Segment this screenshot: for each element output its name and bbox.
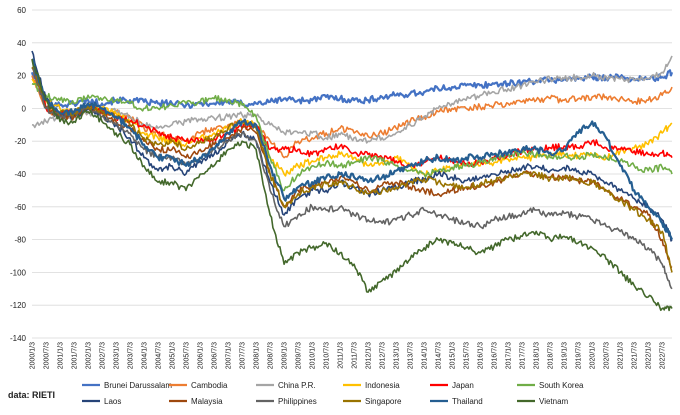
legend-label-6: Laos xyxy=(104,397,121,406)
legend-label-8: Philippines xyxy=(278,397,317,406)
y-tick-label: 60 xyxy=(17,6,26,15)
x-tick-label: 2006/7/3 xyxy=(212,342,219,369)
series-line-10 xyxy=(31,58,674,241)
x-tick-label: 2004/1/3 xyxy=(142,342,149,369)
x-tick-label: 2014/1/3 xyxy=(422,342,429,369)
legend-label-2: China P.R. xyxy=(278,381,316,390)
x-tick-label: 2009/7/3 xyxy=(296,342,303,369)
x-tick-label: 2017/7/3 xyxy=(520,342,527,369)
x-tick-label: 2017/1/3 xyxy=(506,342,513,369)
x-tick-label: 2011/1/3 xyxy=(338,342,345,369)
x-tick-label: 2002/7/3 xyxy=(100,342,107,369)
legend-label-7: Malaysia xyxy=(191,397,223,406)
legend-label-9: Singapore xyxy=(365,397,402,406)
y-tick-label: -80 xyxy=(14,236,26,245)
series-line-9 xyxy=(31,66,673,273)
x-tick-label: 2020/1/3 xyxy=(590,342,597,369)
series-line-2 xyxy=(31,55,673,144)
x-tick-label: 2005/7/3 xyxy=(184,342,191,369)
x-tick-label: 2018/7/3 xyxy=(548,342,555,369)
legend: Brunei Darussalam Cambodia China P.R. Indon… xyxy=(82,381,584,406)
data-source-note: data: RIETI xyxy=(8,390,56,400)
series-line-3 xyxy=(31,78,673,178)
x-tick-label: 2016/7/3 xyxy=(492,342,499,369)
legend-label-11: Vietnam xyxy=(539,397,569,406)
x-tick-label: 2011/7/3 xyxy=(352,342,359,369)
x-tick-label: 2002/1/3 xyxy=(86,342,93,369)
x-tick-label: 2022/1/3 xyxy=(646,342,653,369)
x-tick-label: 2021/7/3 xyxy=(632,342,639,369)
x-tick-label: 2015/1/3 xyxy=(450,342,457,369)
x-tick-label: 2008/7/3 xyxy=(268,342,275,369)
y-tick-label: -40 xyxy=(14,170,26,179)
legend-label-1: Cambodia xyxy=(191,381,228,390)
x-tick-label: 2013/1/3 xyxy=(394,342,401,369)
x-tick-label: 2010/7/3 xyxy=(324,342,331,369)
y-tick-label: -60 xyxy=(14,203,26,212)
series-line-4 xyxy=(31,58,673,169)
y-tick-label: -120 xyxy=(10,301,27,310)
x-tick-label: 2007/7/3 xyxy=(240,342,247,369)
x-tick-label: 2012/1/3 xyxy=(366,342,373,369)
legend-label-0: Brunei Darussalam xyxy=(104,381,172,390)
y-tick-label: -20 xyxy=(14,137,26,146)
y-tick-label: 0 xyxy=(22,104,27,113)
legend-label-4: Japan xyxy=(452,381,474,390)
x-tick-label: 2012/7/3 xyxy=(380,342,387,369)
x-tick-label: 2008/1/3 xyxy=(254,342,261,369)
x-tick-label: 2003/7/3 xyxy=(128,342,135,369)
legend-label-5: South Korea xyxy=(539,381,584,390)
x-tick-label: 2005/1/3 xyxy=(170,342,177,369)
x-axis: 2000/1/3 2000/7/3 2001/1/3 2001/7/3 2002/1/3… xyxy=(30,342,667,369)
x-tick-label: 2014/7/3 xyxy=(436,342,443,369)
x-tick-label: 2009/1/3 xyxy=(282,342,289,369)
y-tick-label: -140 xyxy=(10,334,27,343)
y-tick-label: -100 xyxy=(10,268,27,277)
x-tick-label: 2000/1/3 xyxy=(30,342,37,369)
series-line-8 xyxy=(31,66,673,290)
x-tick-label: 2003/1/3 xyxy=(114,342,121,369)
x-tick-label: 2019/7/3 xyxy=(576,342,583,369)
series-line-11 xyxy=(31,59,673,312)
x-tick-label: 2000/7/3 xyxy=(44,342,51,369)
x-tick-label: 2004/7/3 xyxy=(156,342,163,369)
x-tick-label: 2020/7/3 xyxy=(604,342,611,369)
x-tick-label: 2007/1/3 xyxy=(226,342,233,369)
x-tick-label: 2019/1/3 xyxy=(562,342,569,369)
series-line-5 xyxy=(31,83,673,192)
legend-label-10: Thailand xyxy=(452,397,483,406)
x-tick-label: 2006/1/3 xyxy=(198,342,205,369)
x-tick-label: 2022/7/3 xyxy=(660,342,667,369)
legend-label-3: Indonesia xyxy=(365,381,400,390)
x-tick-label: 2018/1/3 xyxy=(534,342,541,369)
x-tick-label: 2010/1/3 xyxy=(310,342,317,369)
x-tick-label: 2013/7/3 xyxy=(408,342,415,369)
y-tick-label: 40 xyxy=(17,39,26,48)
y-tick-label: 20 xyxy=(17,72,26,81)
series-lines xyxy=(30,50,674,312)
y-axis: 60 40 20 0 -20 -40 -60 -80 -100 -120 -140 xyxy=(10,6,27,343)
x-tick-label: 2016/1/3 xyxy=(478,342,485,369)
x-tick-label: 2001/7/3 xyxy=(72,342,79,369)
x-tick-label: 2001/1/3 xyxy=(58,342,65,369)
x-tick-label: 2021/1/3 xyxy=(618,342,625,369)
x-tick-label: 2015/7/3 xyxy=(464,342,471,369)
